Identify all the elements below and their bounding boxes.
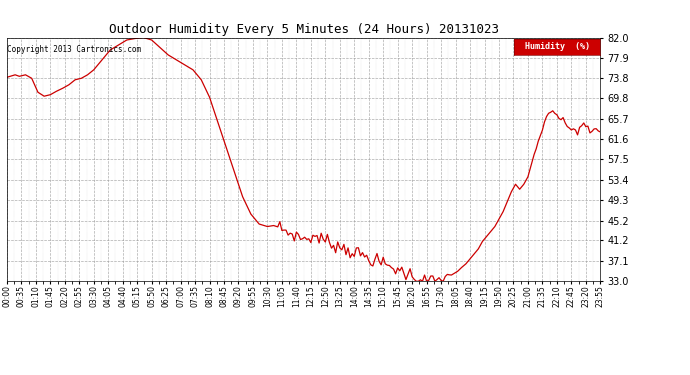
Text: Copyright 2013 Cartronics.com: Copyright 2013 Cartronics.com bbox=[8, 45, 141, 54]
Title: Outdoor Humidity Every 5 Minutes (24 Hours) 20131023: Outdoor Humidity Every 5 Minutes (24 Hou… bbox=[108, 23, 499, 36]
